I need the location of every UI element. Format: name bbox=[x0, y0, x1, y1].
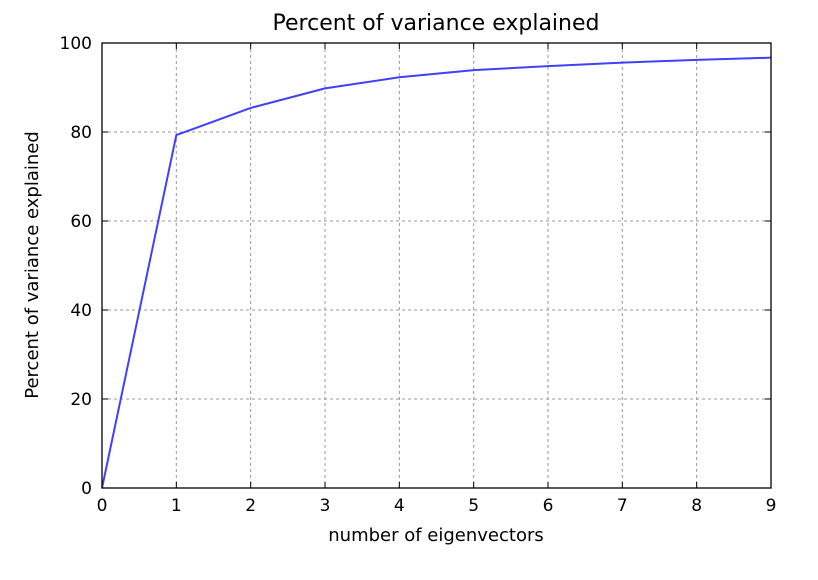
series-layer bbox=[101, 56, 772, 489]
x-tick-label: 8 bbox=[691, 496, 702, 516]
chart-title: Percent of variance explained bbox=[273, 11, 600, 36]
x-tick-label: 5 bbox=[468, 496, 479, 516]
x-tick-label: 2 bbox=[245, 496, 256, 516]
plot-area-frame bbox=[101, 42, 772, 489]
ticks bbox=[101, 42, 772, 489]
x-tick-label: 4 bbox=[394, 496, 405, 516]
x-tick-label: 1 bbox=[171, 496, 182, 516]
y-tick-label: 60 bbox=[70, 212, 92, 232]
x-axis-label: number of eigenvectors bbox=[328, 525, 544, 546]
x-tick-label: 3 bbox=[320, 496, 331, 516]
y-tick-label: 100 bbox=[60, 34, 92, 54]
x-tick-label: 9 bbox=[766, 496, 777, 516]
tick-labels: 0 1 2 3 4 5 6 7 8 9 0 20 40 60 80 100 bbox=[60, 34, 777, 516]
y-tick-label: 20 bbox=[70, 390, 92, 410]
y-tick-label: 0 bbox=[81, 479, 92, 499]
y-axis-label: Percent of variance explained bbox=[22, 131, 43, 399]
x-tick-label: 0 bbox=[97, 496, 108, 516]
x-tick-label: 7 bbox=[617, 496, 628, 516]
x-tick-label: 6 bbox=[543, 496, 554, 516]
series-line-0 bbox=[101, 56, 772, 489]
y-tick-label: 80 bbox=[70, 123, 92, 143]
grid bbox=[102, 43, 771, 488]
y-tick-label: 40 bbox=[70, 301, 92, 321]
